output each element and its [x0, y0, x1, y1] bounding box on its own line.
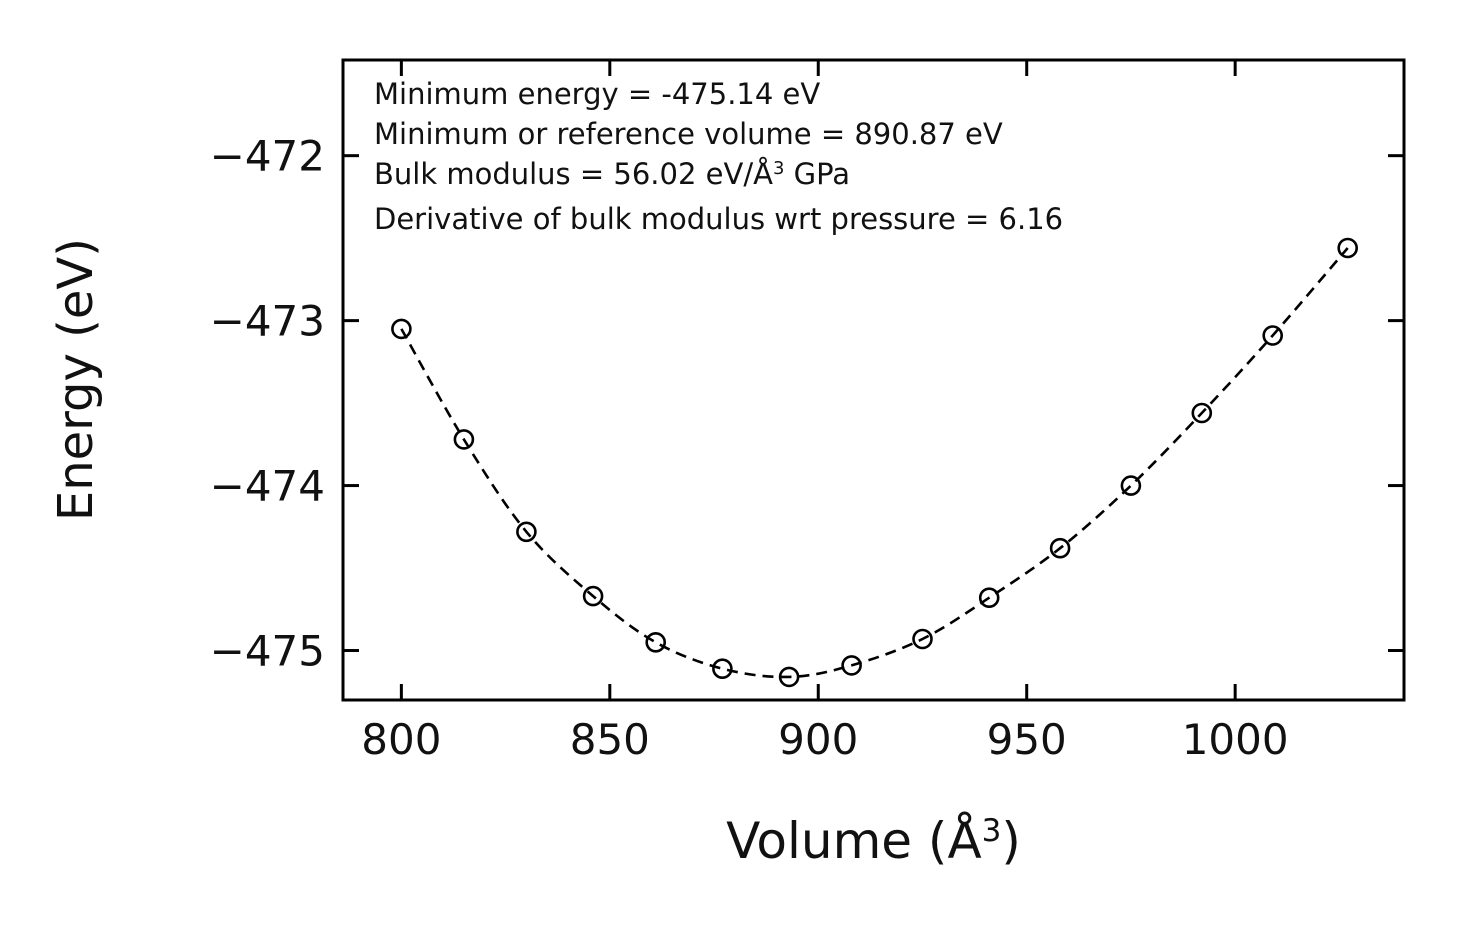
x-tick-label: 1000: [1182, 715, 1289, 764]
x-tick-label: 850: [570, 715, 650, 764]
data-point-marker: [582, 585, 604, 607]
annotation-superscript: 3: [772, 158, 785, 180]
y-tick-label: −472: [210, 132, 325, 181]
data-point-marker: [841, 655, 862, 676]
data-point-marker: [778, 666, 800, 688]
axes-spines: [341, 58, 1406, 702]
data-point-marker: [1337, 237, 1358, 259]
annotation-bulk-modulus: Bulk modulus = 56.02 eV/Å3 GPa: [374, 154, 1063, 199]
data-point-marker: [1120, 475, 1142, 496]
x-tick-label: 950: [987, 715, 1067, 764]
data-point-marker: [1191, 402, 1213, 424]
y-tick-label: −473: [210, 297, 325, 346]
data-point-marker: [1049, 537, 1071, 559]
data-point-marker: [978, 587, 1000, 609]
data-point-marker: [912, 628, 933, 650]
x-axis-label-text: ): [1001, 812, 1021, 870]
annotation-text: Bulk modulus = 56.02 eV/Å: [374, 157, 773, 191]
data-point-marker: [712, 658, 733, 680]
y-tick-label: −474: [210, 462, 325, 511]
x-tick-label: 900: [778, 715, 858, 764]
y-tick-label: −475: [210, 627, 325, 676]
annotation-bulk-modulus-derivative: Derivative of bulk modulus wrt pressure …: [374, 199, 1063, 239]
x-tick-label: 800: [361, 715, 441, 764]
y-axis-label-text: Energy (eV): [48, 238, 104, 522]
data-point-marker: [645, 631, 667, 653]
annotation-text: Minimum or reference volume = 890.87 eV: [374, 117, 1003, 151]
annotation-text: Minimum energy = -475.14 eV: [374, 77, 821, 111]
data-point-marker: [391, 318, 412, 340]
x-axis-label-superscript: 3: [981, 812, 1002, 849]
data-point-marker: [1262, 325, 1283, 346]
data-point-marker: [453, 429, 475, 450]
annotation-minimum-energy: Minimum energy = -475.14 eV: [374, 74, 1063, 114]
annotation-reference-volume: Minimum or reference volume = 890.87 eV: [374, 114, 1063, 154]
annotation-text: Derivative of bulk modulus wrt pressure …: [374, 202, 1064, 236]
x-axis-label-text: Volume (Å: [726, 812, 982, 870]
fit-summary-annotations: Minimum energy = -475.14 eV Minimum or r…: [374, 74, 1063, 239]
x-axis-label: Volume (Å3): [343, 812, 1404, 870]
y-axis-label: Energy (eV): [26, 60, 126, 700]
data-point-marker: [516, 521, 537, 543]
fit-curve: [400, 247, 1349, 679]
annotation-text: GPa: [784, 157, 851, 191]
